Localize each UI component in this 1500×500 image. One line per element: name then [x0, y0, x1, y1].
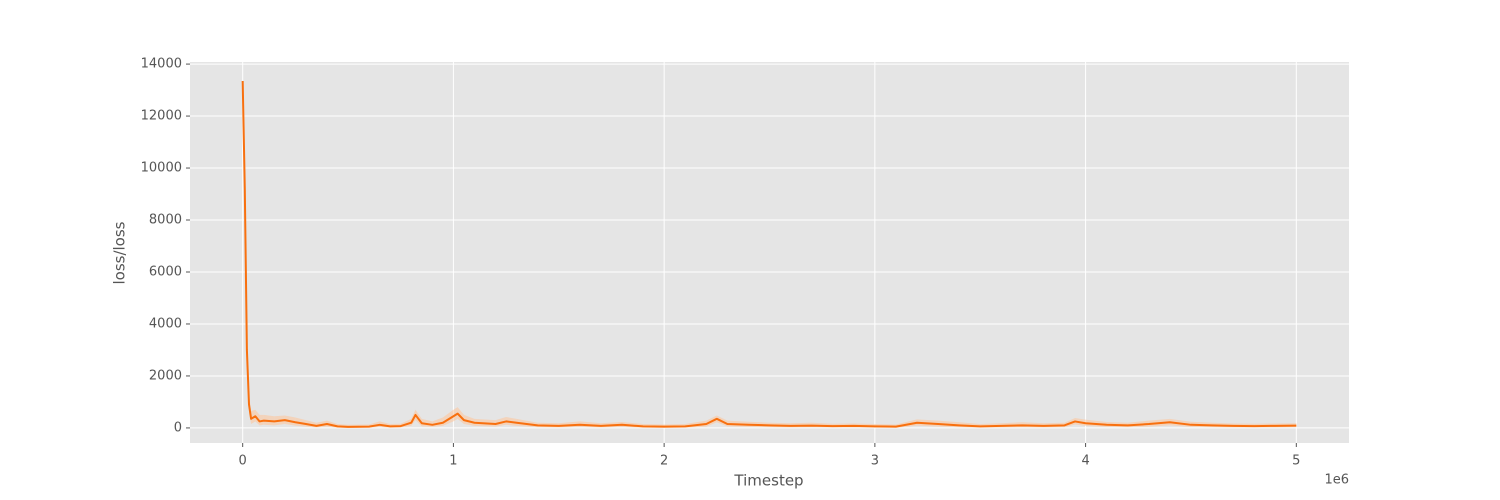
y-axis-label: loss/loss — [111, 221, 129, 284]
x-tick-label: 1 — [449, 454, 457, 469]
x-tick-label: 5 — [1292, 454, 1300, 469]
y-tick-label: 2000 — [149, 368, 182, 383]
y-tick-label: 12000 — [141, 109, 182, 124]
y-tick-label: 8000 — [149, 213, 182, 228]
x-tick-label: 2 — [660, 454, 668, 469]
y-tick-label: 10000 — [141, 161, 182, 176]
x-axis-label: Timestep — [733, 472, 803, 490]
x-offset-label: 1e6 — [1324, 473, 1349, 488]
x-tick-label: 3 — [871, 454, 879, 469]
plot-area — [190, 62, 1349, 443]
y-tick-label: 0 — [174, 420, 182, 435]
x-tick-label: 4 — [1081, 454, 1089, 469]
line — [241, 80, 1297, 428]
band — [463, 414, 475, 426]
x-tick-label: 0 — [239, 454, 247, 469]
y-tick-label: 14000 — [141, 57, 182, 72]
y-tick-label: 4000 — [149, 316, 182, 331]
y-tick-label: 6000 — [149, 264, 182, 279]
